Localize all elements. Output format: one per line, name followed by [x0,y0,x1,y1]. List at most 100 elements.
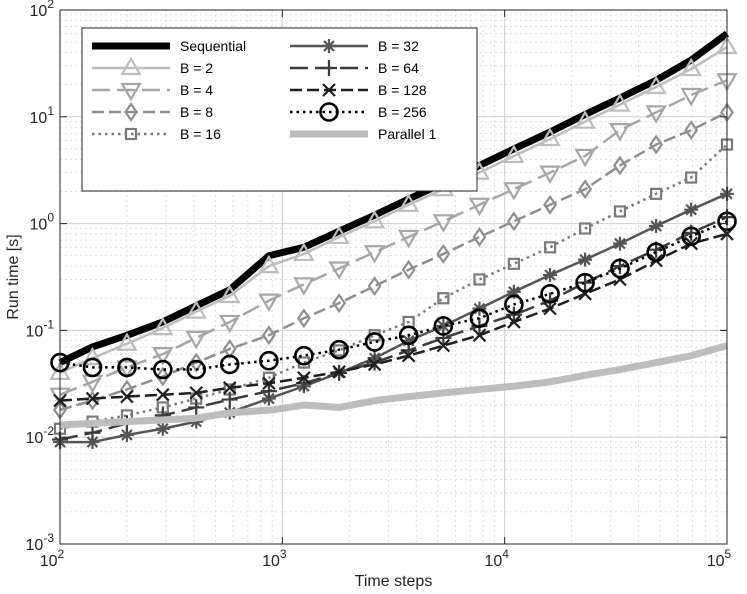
data-point-b-4 [397,229,420,249]
legend: Sequential B = 2 B = 4 B = 8 B = 16 B = 32 B =… [81,27,478,192]
plot-frame [59,9,728,545]
data-point-b-4 [645,105,667,124]
legend-label: B = 64 [378,60,419,76]
legend-marker [124,127,138,141]
data-point-b-256 [117,357,137,378]
data-point-b-128 [543,301,557,316]
y-tick-label: 10-3 [26,531,55,554]
data-point-b-64 [505,306,522,323]
legend-marker [120,82,142,102]
data-point-b-4 [468,197,491,217]
series-b-128 [53,227,734,408]
y-tick-label: 10-1 [26,317,55,340]
legend-entry-b-8: B = 8 [92,102,213,122]
data-point-b-2 [503,144,525,164]
legend-entry-b-2: B = 2 [92,56,213,76]
legend-label: B = 32 [378,38,419,54]
legend-label: B = 16 [180,126,221,142]
data-point-b-256 [153,359,173,380]
data-point-b-32 [436,318,451,333]
data-point-b-8 [613,155,627,176]
data-point-b-2 [680,57,702,77]
data-point-b-8 [649,134,664,155]
data-point-b-2 [645,75,667,95]
data-point-b-256 [681,226,701,247]
y-tick-label: 100 [30,211,55,234]
legend-marker [319,102,339,122]
legend-entry-b-64: B = 64 [290,60,419,76]
data-point-b-128 [507,315,521,329]
data-point-b-2 [363,209,386,229]
data-point-b-4 [680,87,702,107]
data-point-b-128 [85,391,100,406]
data-point-b-4 [116,360,138,379]
data-point-b-64 [221,391,238,408]
data-point-b-16 [437,292,450,305]
data-point-b-256 [259,350,279,371]
data-point-b-128 [401,348,416,363]
legend-label: B = 8 [180,104,213,120]
data-point-b-256 [575,272,595,293]
data-point-b-32 [684,202,699,217]
data-point-b-256 [398,325,419,346]
data-point-b-16 [473,273,486,286]
data-point-b-8 [436,244,451,264]
legend-entry-b-128: B = 128 [290,82,427,98]
data-point-b-8 [155,366,170,387]
data-point-b-8 [332,293,347,314]
data-point-b-4 [152,346,174,366]
data-point-b-256 [219,354,240,375]
legend-entry-sequential: Sequential [92,38,246,54]
legend-label: Sequential [180,38,246,54]
legend-marker [322,39,336,53]
series-line-b-64 [59,215,728,441]
legend-label: B = 2 [180,60,213,76]
series-b-256 [50,211,737,380]
data-point-b-64 [188,399,205,416]
data-point-b-32 [612,236,627,251]
data-point-b-128 [262,376,276,391]
data-point-b-16 [613,205,627,218]
data-point-b-2 [81,346,104,366]
data-point-b-2 [152,316,174,336]
data-point-b-8 [578,179,593,200]
data-point-b-128 [222,381,237,395]
data-point-b-128 [436,338,451,353]
data-point-b-2 [328,225,350,245]
data-point-b-32 [189,414,204,429]
data-point-b-32 [155,421,170,436]
data-point-b-32 [401,333,416,348]
data-point-b-256 [646,242,666,262]
data-point-b-2 [116,332,138,351]
data-point-b-256 [540,284,560,304]
x-tick-label: 103 [262,547,287,570]
series-line-b-256 [59,220,728,371]
data-point-b-4 [258,293,280,313]
legend-entry-parallel-1: Parallel 1 [290,126,437,142]
data-point-b-4 [328,261,350,280]
series-line-sequential [58,30,730,366]
series-layer [49,30,738,450]
data-point-b-256 [294,345,314,366]
x-tick-label: 104 [484,547,509,570]
legend-marker [321,60,337,76]
y-tick-label: 10-2 [26,424,55,447]
legend-marker [322,83,336,97]
y-tick-label: 101 [30,104,55,127]
data-point-b-2 [258,254,280,274]
data-point-b-16 [578,222,592,235]
data-point-b-2 [609,93,631,112]
data-point-b-128 [367,357,382,372]
data-point-b-32 [543,268,558,283]
legend-label: B = 256 [378,104,427,120]
data-point-b-64 [366,354,383,371]
data-point-b-8 [684,120,699,141]
legend-marker [124,102,138,122]
series-line-parallel-1 [59,342,728,429]
data-point-b-4 [503,182,525,201]
data-point-b-4 [609,123,631,142]
data-point-b-32 [85,435,100,450]
tick-labels: 102 103 104 105 10-3 10-2 10-1 100 101 102 [26,0,732,570]
data-point-b-8 [261,325,276,346]
